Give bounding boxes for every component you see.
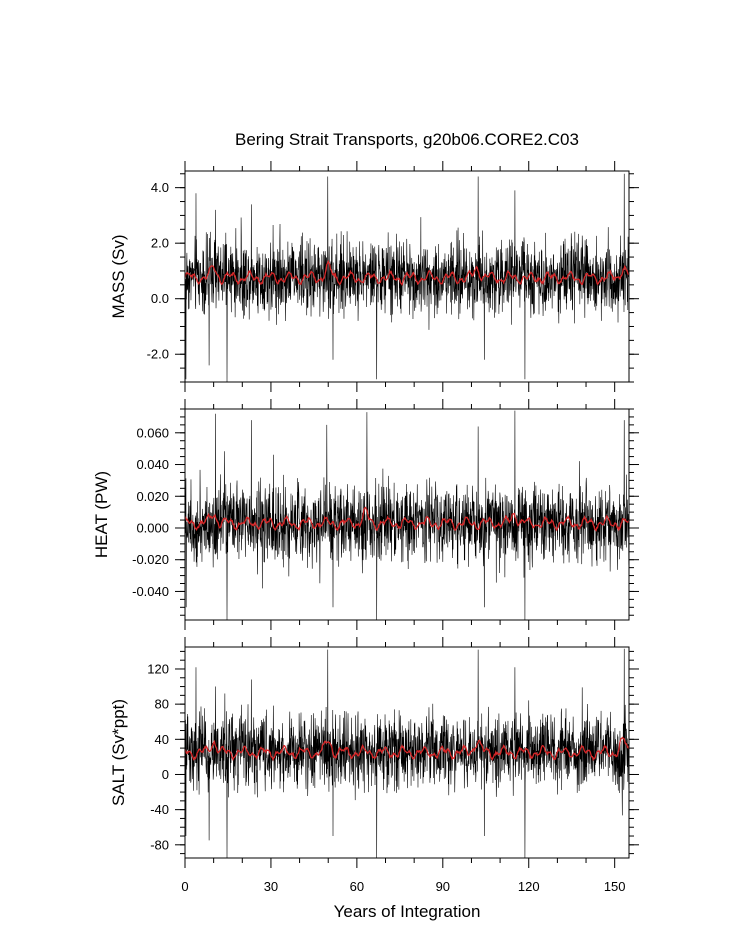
heat-y-tick-label: 0.020: [136, 489, 169, 504]
x-tick-label: 120: [518, 879, 540, 894]
x-tick-label: 30: [264, 879, 278, 894]
heat-plot-frame: [184, 408, 630, 621]
salt-y-tick-label: 80: [155, 697, 169, 712]
x-tick-label: 0: [181, 879, 188, 894]
mass-smoothed-series: [185, 259, 629, 286]
x-tick-label: 90: [436, 879, 450, 894]
salt-plot-frame: [184, 646, 630, 859]
heat-y-tick-label: -0.020: [132, 552, 169, 567]
x-axis-label: Years of Integration: [334, 902, 481, 921]
x-tick-label: 60: [350, 879, 364, 894]
mass-plot-frame: [184, 170, 630, 383]
salt-y-axis-label: SALT (Sv*ppt): [109, 699, 128, 806]
salt-y-tick-label: 40: [155, 732, 169, 747]
mass-y-tick-label: 4.0: [151, 180, 169, 195]
salt-raw-series: [185, 648, 629, 858]
mass-y-axis-label: MASS (Sv): [109, 234, 128, 318]
chart-title: Bering Strait Transports, g20b06.CORE2.C…: [235, 130, 579, 149]
salt-y-tick-label: -40: [150, 802, 169, 817]
mass-y-tick-label: 0.0: [151, 291, 169, 306]
heat-y-axis-label: HEAT (PW): [92, 471, 111, 558]
heat-y-tick-label: -0.040: [132, 584, 169, 599]
x-tick-label: 150: [604, 879, 626, 894]
salt-smoothed-series: [185, 736, 629, 762]
salt-y-tick-label: 120: [147, 661, 169, 676]
heat-y-tick-label: 0.060: [136, 425, 169, 440]
salt-y-tick-label: 0: [162, 767, 169, 782]
heat-raw-series: [185, 410, 629, 620]
mass-y-tick-label: -2.0: [147, 347, 169, 362]
salt-y-tick-label: -80: [150, 837, 169, 852]
panel-mass: 4.0 2.0 0.0 -2.0 MASS (Sv): [109, 161, 639, 392]
panel-heat: 0.060 0.040 0.020 0.000 -0.020 -0.040 HEAT (PW…: [92, 399, 639, 630]
mass-raw-series: [185, 173, 629, 382]
heat-y-tick-label: 0.000: [136, 520, 169, 535]
panel-salt: 120 80 40 0 -40 -80 SALT (Sv*ppt): [109, 637, 639, 868]
heat-y-tick-label: 0.040: [136, 457, 169, 472]
mass-y-tick-label: 2.0: [151, 236, 169, 251]
heat-smoothed-series: [185, 506, 629, 532]
